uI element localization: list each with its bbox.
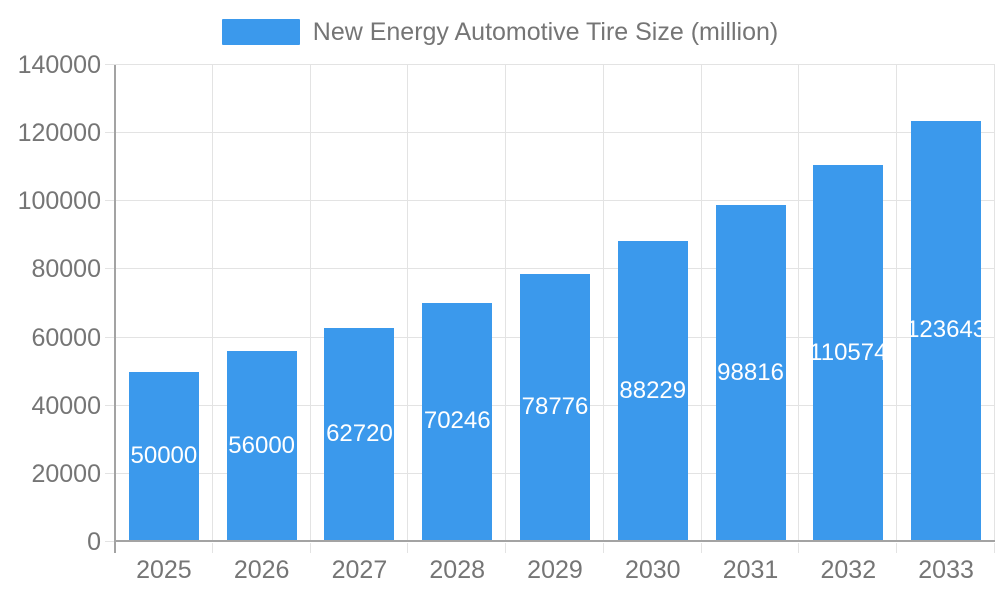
x-axis-label: 2033 — [918, 556, 974, 584]
x-axis-label: 2026 — [233, 556, 290, 584]
x-axis-tick — [994, 543, 995, 553]
y-axis-label: 20000 — [31, 459, 101, 488]
h-gridline — [115, 132, 995, 134]
x-axis-tick — [505, 543, 507, 553]
bar[interactable]: 88229 — [617, 241, 688, 540]
legend[interactable]: New Energy Automotive Tire Size (million… — [0, 17, 1000, 47]
y-axis-label: 0 — [87, 528, 101, 556]
y-axis-label: 60000 — [31, 323, 101, 352]
x-axis-label: 2029 — [527, 556, 583, 584]
bar-value-label: 98816 — [717, 358, 784, 386]
bar[interactable]: 50000 — [128, 371, 199, 540]
x-axis-label: 2027 — [331, 556, 388, 584]
x-axis-label: 2032 — [820, 556, 877, 584]
bar[interactable]: 110574 — [809, 165, 887, 540]
bar[interactable]: 78776 — [520, 273, 590, 540]
bar[interactable]: 62720 — [324, 328, 395, 540]
y-axis-tick — [105, 404, 115, 406]
bar[interactable]: 56000 — [226, 351, 297, 540]
x-axis-line — [115, 540, 995, 542]
bar-value-label: 78776 — [521, 392, 589, 420]
bar-value-label: 70246 — [423, 407, 491, 435]
y-axis-tick — [105, 64, 115, 65]
bar[interactable]: 123643 — [906, 120, 986, 540]
y-axis-label: 100000 — [17, 187, 101, 216]
y-axis-line — [114, 65, 116, 553]
v-gridline — [407, 65, 409, 542]
h-gridline — [115, 200, 995, 202]
v-gridline — [994, 65, 995, 542]
v-gridline — [602, 65, 604, 542]
x-axis-label: 2031 — [722, 556, 779, 584]
v-gridline — [211, 65, 213, 542]
v-gridline — [896, 65, 898, 542]
x-axis-label: 2030 — [624, 556, 681, 584]
v-gridline — [505, 65, 507, 542]
x-axis-tick — [309, 543, 311, 553]
bar-value-label: 50000 — [130, 441, 198, 469]
x-axis-tick — [211, 543, 213, 553]
x-axis-tick — [798, 543, 800, 553]
h-gridline — [115, 64, 995, 65]
v-gridline — [309, 65, 311, 542]
y-axis-tick — [105, 200, 115, 202]
bar-value-label: 62720 — [326, 420, 393, 448]
legend-swatch — [221, 19, 300, 45]
legend-label: New Energy Automotive Tire Size (million… — [312, 18, 779, 46]
x-axis-tick — [700, 543, 702, 553]
bar-value-label: 110574 — [809, 338, 888, 366]
bar-value-label: 88229 — [619, 376, 687, 404]
y-axis-label: 120000 — [17, 119, 101, 148]
y-axis-tick — [105, 132, 115, 134]
bar[interactable]: 70246 — [422, 302, 493, 540]
h-gridline — [115, 268, 995, 270]
y-axis-label: 80000 — [31, 255, 101, 284]
bar-value-label: 56000 — [228, 431, 296, 459]
x-axis-tick — [407, 543, 409, 553]
x-axis-label: 2025 — [136, 556, 192, 584]
bar-value-label: 123643 — [906, 316, 987, 344]
v-gridline — [700, 65, 702, 542]
y-axis-tick — [105, 472, 115, 474]
bar[interactable]: 98816 — [715, 205, 786, 540]
y-axis-tick — [105, 336, 115, 338]
y-axis-label: 140000 — [17, 51, 101, 79]
v-gridline — [798, 65, 800, 542]
x-axis-tick — [896, 543, 898, 553]
y-axis-label: 40000 — [31, 391, 101, 420]
y-axis-tick — [105, 268, 115, 270]
x-axis-tick — [602, 543, 604, 553]
y-axis-tick — [105, 541, 115, 542]
x-axis-label: 2028 — [429, 556, 486, 584]
